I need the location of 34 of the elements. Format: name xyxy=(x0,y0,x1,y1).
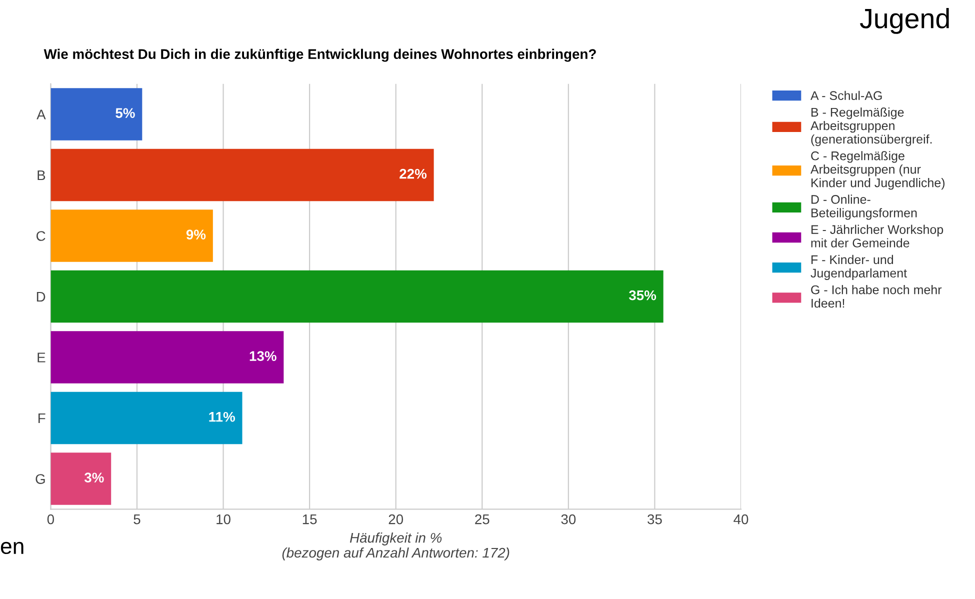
data-label: 22% xyxy=(400,168,427,179)
x-tick-label: 10 xyxy=(216,514,230,524)
y-tick-label: A xyxy=(36,110,46,120)
x-tick-label: 15 xyxy=(302,514,317,524)
y-tick-label: D xyxy=(36,292,46,302)
x-axis-title: Häufigkeit in % (bezogen auf Anzahl Antworten: 172) xyxy=(282,532,510,560)
x-tick-label: 0 xyxy=(47,514,54,524)
x-tick-label: 30 xyxy=(561,514,576,524)
legend-label: B - Regelmäßige Arbeitsgruppen (generationsübergreif. xyxy=(810,108,932,146)
y-tick-label: B xyxy=(38,170,46,180)
x-tick-label: 40 xyxy=(734,514,748,524)
text: en xyxy=(0,542,24,554)
legend-label: D - Online-Beteiligungsformen xyxy=(811,194,917,220)
y-tick-label: F xyxy=(38,413,46,424)
x-tick-label: 20 xyxy=(388,514,404,524)
legend-label: A - Schul-AG xyxy=(810,90,882,100)
y-tick-label: C xyxy=(36,231,46,241)
x-tick-label: 5 xyxy=(134,514,140,524)
x-tick-label: 25 xyxy=(475,514,490,524)
legend-label: C - Regelmäßige Arbeitsgruppen (nur Kinder und Jugendliche) xyxy=(810,151,944,190)
data-label: 3% xyxy=(84,472,104,483)
data-label: 11% xyxy=(209,412,235,422)
data-label: 5% xyxy=(116,108,135,118)
legend-label: G - Ich habe noch mehr Ideen! xyxy=(811,285,942,308)
data-label: 35% xyxy=(628,290,656,300)
y-tick-label: G xyxy=(36,474,45,484)
data-label: 9% xyxy=(186,230,206,240)
legend-label: E - Jährlicher Workshop mit der Gemeinde xyxy=(811,224,944,248)
x-tick-label: 35 xyxy=(648,514,662,524)
data-label: 13% xyxy=(250,351,276,362)
text: Jugend xyxy=(860,8,949,34)
chart-title: Wie möchtest Du Dich in die zukünftige Entwicklung deines Wohnortes einbringen? xyxy=(44,48,596,62)
legend-label: F - Kinder- und Jugendparlament xyxy=(810,254,907,280)
y-tick-label: E xyxy=(38,352,46,362)
